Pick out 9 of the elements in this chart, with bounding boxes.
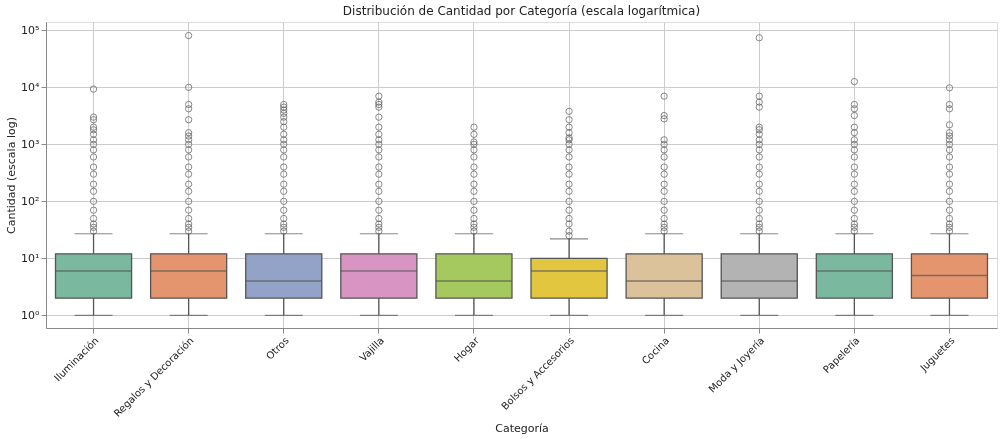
y-tick-label: 10⁵ [21, 23, 40, 37]
chart-title: Distribución de Cantidad por Categoría (escala logarítmica) [342, 4, 701, 18]
x-axis-title: Categoría [495, 421, 549, 435]
y-tick-label: 10² [21, 194, 40, 208]
y-tick-label: 10¹ [21, 251, 40, 265]
y-tick-label: 10⁴ [21, 80, 41, 94]
y-axis-title: Cantidad (escala log) [5, 117, 19, 234]
y-tick-label: 10⁰ [21, 308, 41, 322]
y-tick-label: 10³ [21, 137, 40, 151]
